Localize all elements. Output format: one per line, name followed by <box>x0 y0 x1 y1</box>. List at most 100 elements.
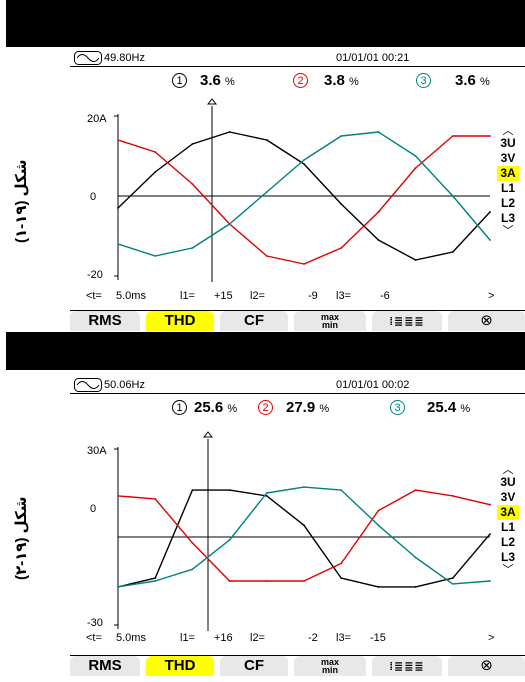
data-point-channel-2 <box>451 495 454 497</box>
tab-zoom[interactable]: ⊗ <box>448 656 525 676</box>
tab-bars[interactable]: ⁞≣≣≣ <box>372 656 442 676</box>
cursor-l2-value: -9 <box>308 290 318 302</box>
data-point-channel-3 <box>117 586 119 588</box>
data-point-channel-2 <box>414 167 417 169</box>
data-point-channel-1 <box>489 211 491 213</box>
tab-rms[interactable]: RMS <box>70 656 140 676</box>
data-point-channel-3 <box>377 524 380 527</box>
channel-1-value: 25.6 % <box>194 399 238 416</box>
data-point-channel-2 <box>414 489 417 491</box>
data-point-channel-2 <box>265 580 268 582</box>
tab-cf[interactable]: CF <box>220 656 288 676</box>
channel-option[interactable]: 3V <box>500 151 516 165</box>
channel-option[interactable]: L3 <box>500 211 515 225</box>
data-point-channel-2 <box>117 495 119 497</box>
channel-option[interactable]: 3V <box>500 490 516 504</box>
channel-option[interactable]: L2 <box>500 196 515 210</box>
channel-option[interactable]: L1 <box>500 520 515 534</box>
channel-option[interactable]: 3U <box>500 475 516 489</box>
zoom-icon: ⊗ <box>480 657 493 674</box>
middle-black-bar <box>6 332 525 370</box>
tab-max-min[interactable]: max min <box>294 311 366 331</box>
channel-2-value: 27.9 % <box>286 399 330 416</box>
cursor-l3-value: -15 <box>370 632 386 644</box>
tab-thd[interactable]: THD <box>146 311 214 331</box>
date-time: 01/01/01 00:21 <box>336 52 410 64</box>
channel-option-selected[interactable]: 3A <box>497 505 519 520</box>
channel-3-badge: 3 <box>390 400 405 415</box>
data-point-channel-1 <box>451 577 454 579</box>
function-tabs: RMS THD CF max min ⁞≣≣≣ ⊗ <box>70 310 525 331</box>
tab-zoom[interactable]: ⊗ <box>448 311 525 331</box>
data-point-channel-1 <box>228 131 231 133</box>
chevron-down-icon[interactable]: ﹀ <box>502 225 514 237</box>
data-point-channel-3 <box>228 539 231 541</box>
data-point-channel-2 <box>340 562 343 565</box>
data-point-channel-2 <box>340 247 343 249</box>
data-point-channel-1 <box>303 524 305 527</box>
channel-option[interactable]: 3U <box>500 136 516 150</box>
tab-max-min[interactable]: max min <box>294 656 366 676</box>
tab-thd[interactable]: THD <box>146 656 214 676</box>
cursor-scroll-arrow[interactable]: > <box>488 290 495 302</box>
cursor-time-label: <t= <box>86 290 102 302</box>
data-point-channel-2 <box>154 151 157 153</box>
cursor-l1-value: +15 <box>214 290 233 302</box>
data-point-channel-2 <box>377 211 380 213</box>
oscilloscope-screen-1: 49.80Hz 01/01/01 00:21 1 3.6 % 2 3.8 % 3… <box>70 50 525 332</box>
data-point-channel-1 <box>117 207 119 209</box>
cursor-l3-value: -6 <box>380 290 390 302</box>
data-point-channel-3 <box>489 239 491 241</box>
frequency-readout: 50.06Hz <box>104 379 145 391</box>
channel-selector: ︿ 3U 3V 3A L1 L2 L3 ﹀ <box>497 464 519 576</box>
data-point-channel-2 <box>191 542 194 544</box>
cursor-l1-value: +16 <box>214 632 233 644</box>
frequency-readout: 49.80Hz <box>104 52 145 64</box>
tab-bars[interactable]: ⁞≣≣≣ <box>372 311 442 331</box>
data-point-channel-3 <box>265 492 268 494</box>
data-point-channel-3 <box>451 195 454 197</box>
channel-2-badge: 2 <box>258 400 273 415</box>
data-point-channel-1 <box>265 495 268 497</box>
tab-rms[interactable]: RMS <box>70 311 140 331</box>
channel-3-value: 25.4 % <box>427 399 471 416</box>
y-axis-min-label: -20 <box>87 269 103 281</box>
data-point-channel-1 <box>414 586 417 588</box>
waveform-icon <box>74 378 102 392</box>
channel-2-value: 3.8 % <box>324 72 359 89</box>
cursor-marker-icon <box>206 98 218 105</box>
figure-caption-2: شكل (١٩-٢) <box>13 496 30 581</box>
tab-cf[interactable]: CF <box>220 311 288 331</box>
channel-option-selected[interactable]: 3A <box>497 166 519 181</box>
cursor-time-value: 5.0ms <box>116 632 146 644</box>
channel-option[interactable]: L3 <box>500 550 515 564</box>
data-point-channel-3 <box>414 556 417 559</box>
channel-option[interactable]: L2 <box>500 535 515 549</box>
data-point-channel-3 <box>489 580 491 582</box>
date-time: 01/01/01 00:02 <box>336 379 410 391</box>
data-point-channel-2 <box>377 509 380 512</box>
function-tabs: RMS THD CF max min ⁞≣≣≣ ⊗ <box>70 655 525 676</box>
data-point-channel-2 <box>191 183 194 185</box>
channel-option[interactable]: L1 <box>500 181 515 195</box>
channel-1-value: 3.6 % <box>200 72 235 89</box>
channel-3-badge: 3 <box>416 73 431 88</box>
data-point-channel-2 <box>265 255 268 257</box>
data-point-channel-3 <box>451 583 454 585</box>
data-point-channel-1 <box>191 143 194 145</box>
cursor-l3-label: l3= <box>336 632 351 644</box>
data-point-channel-1 <box>451 251 454 253</box>
chevron-down-icon[interactable]: ﹀ <box>502 564 514 576</box>
data-point-channel-3 <box>377 131 380 133</box>
waveform-plot <box>114 431 491 631</box>
data-point-channel-3 <box>265 191 268 193</box>
data-point-channel-2 <box>489 503 491 506</box>
data-point-channel-2 <box>303 580 305 582</box>
cursor-l2-value: -2 <box>308 632 318 644</box>
cursor-scroll-arrow[interactable]: > <box>488 632 495 644</box>
chevron-up-icon[interactable]: ︿ <box>502 464 514 476</box>
channel-2-badge: 2 <box>293 73 308 88</box>
channel-1-badge: 1 <box>172 400 187 415</box>
chevron-up-icon[interactable]: ︿ <box>502 125 514 137</box>
data-point-channel-3 <box>191 568 194 571</box>
